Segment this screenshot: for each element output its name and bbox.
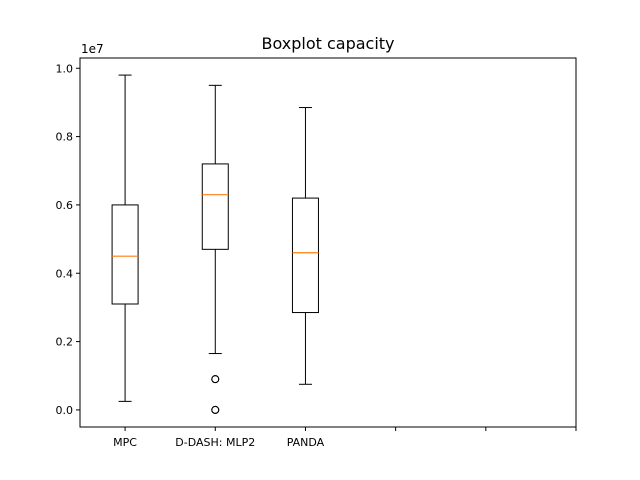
- axes-frame: [79, 57, 577, 428]
- x-tick-label: D-DASH: MLP2: [175, 436, 255, 449]
- y-axis-offset-label: 1e7: [81, 42, 104, 56]
- y-tick-label: 1.0: [56, 62, 74, 75]
- y-tick-label: 0.6: [56, 199, 74, 212]
- x-tick-label: PANDA: [287, 436, 325, 449]
- y-tick-label: 0.4: [56, 267, 74, 280]
- outlier-d-dash-mlp2: [211, 405, 220, 414]
- y-tick-label: 0.8: [56, 131, 74, 144]
- y-tick-label: 0.0: [56, 404, 74, 417]
- box-d-dash-mlp2: [201, 163, 229, 250]
- outlier-d-dash-mlp2: [211, 375, 220, 384]
- plot-area: 0.0 0.2 0.4 0.6 0.8 1.0 MPC D-DASH: MLP2 PANDA: [56, 62, 577, 449]
- y-tick-label: 0.2: [56, 336, 74, 349]
- box-panda: [291, 197, 319, 314]
- box-mpc: [111, 204, 139, 305]
- chart-title: Boxplot capacity: [261, 34, 394, 53]
- x-tick-label: MPC: [113, 436, 137, 449]
